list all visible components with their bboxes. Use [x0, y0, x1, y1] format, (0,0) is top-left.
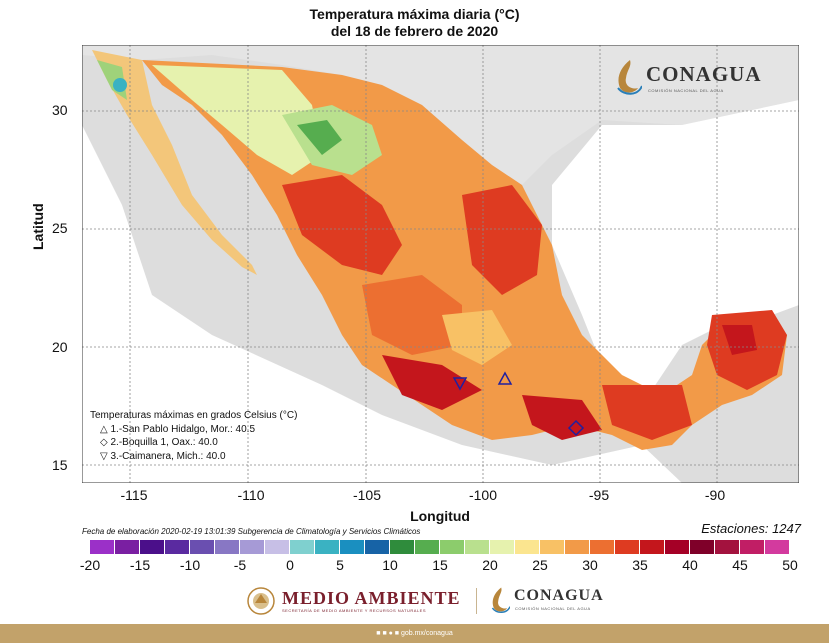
medio-ambiente-text: MEDIO AMBIENTE: [282, 588, 461, 608]
station-marker-3: [452, 377, 468, 391]
colorbar-swatch: [540, 540, 565, 554]
footer-link[interactable]: gob.mx/conagua: [400, 630, 453, 637]
colorbar-swatch: [465, 540, 490, 554]
colorbar-swatch: [640, 540, 665, 554]
legend-item-1: △ 1.-San Pablo Hidalgo, Mor.: 40.5: [100, 423, 256, 435]
colorbar-swatch: [615, 540, 640, 554]
colorbar-swatch: [440, 540, 465, 554]
y-tick: 15: [52, 457, 68, 473]
x-tick: -100: [468, 487, 498, 503]
y-tick: 30: [52, 102, 68, 118]
temperature-colorbar: [90, 540, 790, 554]
x-tick: -95: [588, 487, 610, 503]
colorbar-tick: 45: [732, 557, 748, 573]
colorbar-tick: 25: [532, 557, 548, 573]
triangle-up-icon: △: [100, 423, 108, 435]
legend-item-3: ▽ 3.-Caimanera, Mich.: 40.0: [100, 450, 226, 462]
colorbar-swatch: [665, 540, 690, 554]
conagua-logo-top: CONAGUA COMISIÓN NACIONAL DEL AGUA: [612, 58, 761, 101]
colorbar-swatch: [415, 540, 440, 554]
colorbar-swatch: [765, 540, 790, 554]
colorbar-swatch: [565, 540, 590, 554]
stations-count: Estaciones: 1247: [701, 521, 801, 536]
conagua-top-text: CONAGUA: [646, 62, 762, 86]
x-tick: -115: [120, 487, 148, 503]
mexico-seal-icon: [247, 587, 275, 615]
x-tick: -105: [352, 487, 382, 503]
colorbar-swatch: [340, 540, 365, 554]
station-legend: Temperaturas máximas en grados Celsius (…: [90, 409, 297, 463]
colorbar-tick: 15: [432, 557, 448, 573]
station-marker-2: [567, 419, 585, 437]
colorbar-swatch: [365, 540, 390, 554]
colorbar-tick: 35: [632, 557, 648, 573]
colorbar-swatch: [240, 540, 265, 554]
medio-ambiente-subtitle: SECRETARÍA DE MEDIO AMBIENTE Y RECURSOS …: [282, 608, 427, 613]
gridlines: [82, 45, 799, 483]
colorbar-tick: 0: [286, 557, 294, 573]
conagua-logo-bottom: CONAGUA COMISIÓN NACIONAL DEL AGUA: [488, 585, 603, 620]
triangle-down-icon: ▽: [100, 450, 108, 462]
colorbar-swatch: [90, 540, 115, 554]
colorbar-tick: -15: [129, 557, 151, 573]
colorbar-swatch: [490, 540, 515, 554]
colorbar-tick: -5: [233, 557, 247, 573]
colorbar-swatch: [265, 540, 290, 554]
y-axis-label: Latitud: [30, 203, 46, 250]
colorbar-swatch: [115, 540, 140, 554]
colorbar-tick: 5: [336, 557, 344, 573]
conagua-drop-icon: [491, 587, 511, 614]
conagua-top-subtitle: COMISIÓN NACIONAL DEL AGUA: [648, 88, 724, 93]
colorbar-swatch: [390, 540, 415, 554]
colorbar-swatch: [590, 540, 615, 554]
title-line-1: Temperatura máxima diaria (°C): [309, 6, 520, 22]
title-line-2: del 18 de febrero de 2020: [330, 23, 499, 39]
x-tick: -90: [704, 487, 726, 503]
y-tick: 25: [52, 220, 68, 236]
colorbar-swatch: [140, 540, 165, 554]
x-tick: -110: [237, 487, 265, 503]
colorbar-swatch: [740, 540, 765, 554]
colorbar-tick: 50: [782, 557, 798, 573]
colorbar-tick: -10: [179, 557, 201, 573]
pacific-ocean: [82, 125, 682, 483]
social-icons: ■ ■ ● ■: [376, 630, 400, 637]
colorbar-tick: 40: [682, 557, 698, 573]
footer-bar: ■ ■ ● ■ gob.mx/conagua: [0, 624, 829, 643]
colorbar-swatch: [190, 540, 215, 554]
colorbar-swatch: [515, 540, 540, 554]
elaboration-date: Fecha de elaboración 2020-02-19 13:01:39…: [82, 527, 421, 536]
medio-ambiente-logo: MEDIO AMBIENTE SECRETARÍA DE MEDIO AMBIE…: [246, 586, 460, 621]
conagua-drop-icon: [617, 60, 643, 95]
colorbar-swatch: [215, 540, 240, 554]
colorbar-swatch: [165, 540, 190, 554]
y-tick: 20: [52, 339, 68, 355]
colorbar-swatch: [690, 540, 715, 554]
colorbar-tick: 10: [382, 557, 398, 573]
legend-item-2: ◇ 2.-Boquilla 1, Oax.: 40.0: [100, 437, 218, 448]
colorbar-tick: 20: [482, 557, 498, 573]
baja-california: [92, 50, 257, 275]
conagua-bottom-subtitle: COMISIÓN NACIONAL DEL AGUA: [515, 606, 591, 611]
colorbar-tick: -20: [79, 557, 101, 573]
colorbar-swatch: [315, 540, 340, 554]
colorbar-swatch: [715, 540, 740, 554]
diamond-icon: ◇: [100, 437, 108, 448]
legend-title: Temperaturas máximas en grados Celsius (…: [90, 410, 298, 421]
colorbar-swatch: [290, 540, 315, 554]
colorbar-tick: 30: [582, 557, 598, 573]
logo-separator: [476, 588, 477, 614]
map-title: Temperatura máxima diaria (°C) del 18 de…: [0, 6, 829, 40]
conagua-bottom-text: CONAGUA: [514, 587, 604, 604]
station-marker-1: [497, 371, 513, 385]
x-axis-label: Longitud: [410, 508, 470, 524]
temperature-map: [82, 45, 799, 483]
